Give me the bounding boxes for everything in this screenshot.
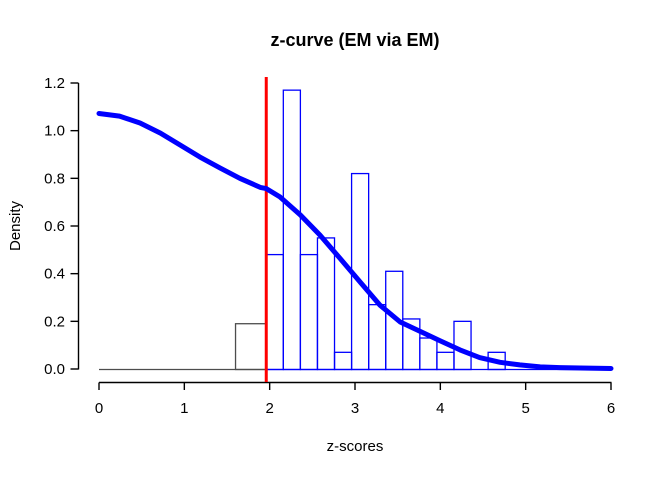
blue-histogram-bar	[419, 337, 438, 371]
y-tick-label: 0.8	[44, 170, 65, 187]
x-tick-label: 3	[351, 400, 359, 417]
x-tick-label: 2	[265, 400, 273, 417]
blue-histogram-bar	[436, 351, 455, 371]
y-tick-label: 0.4	[44, 266, 65, 283]
y-tick-label: 0.2	[44, 313, 65, 330]
y-tick-label: 0.0	[44, 361, 65, 378]
blue-histogram-bar	[368, 303, 387, 371]
density-curve	[96, 111, 614, 371]
x-tick-label: 4	[436, 400, 444, 417]
y-tick-label: 1.0	[44, 123, 65, 140]
x-tick-label: 0	[95, 400, 103, 417]
histogram-bars	[99, 89, 611, 371]
blue-histogram-bar	[299, 253, 319, 371]
blue-histogram-bar	[453, 320, 472, 371]
x-axis-label: z-scores	[327, 438, 384, 455]
y-axis-label: Density	[7, 200, 24, 251]
x-tick-label: 1	[180, 400, 188, 417]
gray-histogram-bar	[234, 323, 267, 371]
curve-layer	[96, 111, 614, 371]
blue-histogram-bar	[282, 89, 302, 371]
axes: 0.0 0.2 0.4 0.6 0.8 1.0 1.2 0 1 2 3 4 5 6	[44, 75, 615, 417]
y-tick-label: 0.6	[44, 218, 65, 235]
chart-title: z-curve (EM via EM)	[270, 30, 439, 50]
blue-histogram-bar	[316, 237, 336, 371]
blue-histogram-bar	[333, 351, 353, 371]
x-tick-label: 6	[607, 400, 615, 417]
y-tick-label: 1.2	[44, 75, 65, 92]
blue-histogram-bar	[265, 253, 284, 371]
x-tick-label: 5	[521, 400, 529, 417]
